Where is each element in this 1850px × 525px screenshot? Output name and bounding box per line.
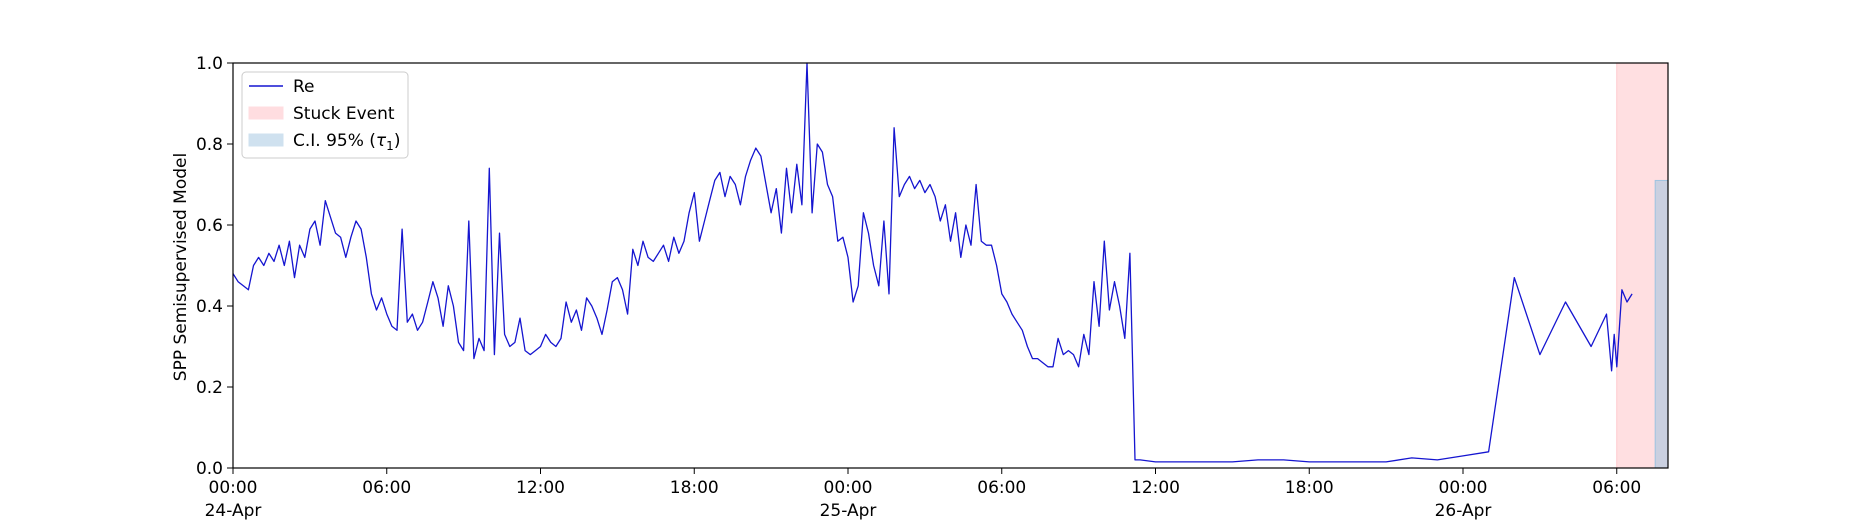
y-tick-label: 0.0 [196, 459, 223, 479]
x-tick-label: 18:00 [1285, 478, 1334, 498]
series-layer [232, 62, 1633, 463]
x-tick-label: 00:00 [824, 478, 873, 498]
y-tick-label: 0.4 [196, 297, 223, 317]
legend-patch-swatch [248, 133, 284, 147]
y-tick-label: 0.8 [196, 135, 223, 155]
x-tick-label: 12:00 [516, 478, 565, 498]
y-tick-label: 1.0 [196, 54, 223, 74]
axes-frame [232, 62, 1669, 469]
x-tick-year-label: 1900 [211, 523, 254, 525]
x-tick-date-label: 25-Apr [820, 501, 877, 521]
x-tick-date-label: 24-Apr [205, 501, 262, 521]
y-axis-label: SPP Semisupervised Model [171, 153, 191, 381]
legend-label: Re [293, 77, 315, 97]
legend: Re Stuck Event C.I. 95% (τ1) [241, 71, 409, 159]
x-tick-label: 00:00 [1439, 478, 1488, 498]
legend-label: C.I. 95% (τ1) [293, 131, 400, 153]
shaded-regions [1616, 62, 1669, 469]
x-tick-label: 06:00 [977, 478, 1026, 498]
legend-label: Stuck Event [293, 104, 395, 124]
x-tick-label: 18:00 [670, 478, 719, 498]
y-axis: 0.0 0.2 0.4 0.6 0.8 1.0 [196, 54, 233, 479]
x-tick-date-label: 26-Apr [1435, 501, 1492, 521]
x-tick-label: 06:00 [1592, 478, 1641, 498]
legend-patch-swatch [248, 106, 284, 120]
x-tick-label: 00:00 [209, 478, 258, 498]
x-tick-label: 12:00 [1131, 478, 1180, 498]
x-tick-label: 06:00 [362, 478, 411, 498]
x-axis: 00:00 24-Apr 1900 06:00 12:00 18:00 00:00 25-Ap… [205, 468, 1641, 525]
y-tick-label: 0.2 [196, 378, 223, 398]
shaded-region-confidence-interval [1654, 179, 1669, 469]
y-tick-label: 0.6 [196, 216, 223, 236]
series-line-re [232, 62, 1633, 463]
